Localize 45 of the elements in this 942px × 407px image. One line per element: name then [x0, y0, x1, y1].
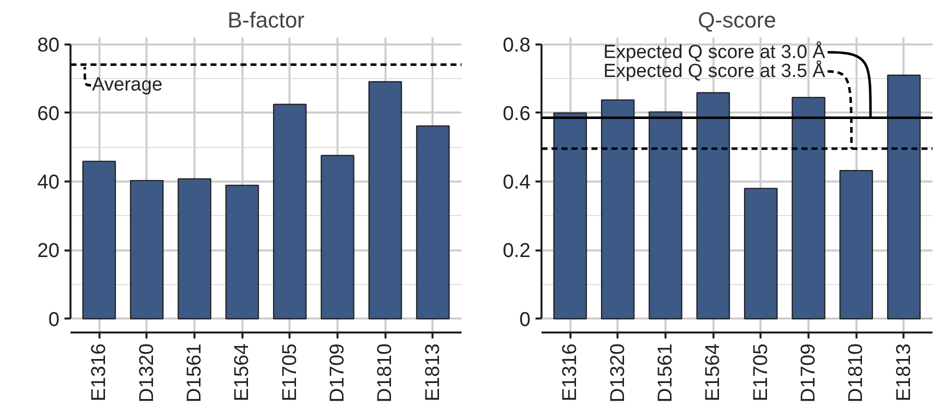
x-tick-label: E1813	[892, 343, 915, 402]
x-tick-label: E1316	[559, 343, 582, 402]
x-tick-label: E1564	[231, 343, 254, 402]
y-tick-label: 20	[37, 240, 60, 262]
x-tick-label: D1709	[798, 344, 820, 402]
x-tick-label: E1705	[750, 343, 772, 402]
bar	[887, 74, 921, 320]
y-tick-label: 60	[37, 102, 60, 125]
x-tick-label: D1810	[845, 344, 868, 402]
y-tick-label: 0.8	[502, 34, 531, 56]
x-tick-label: D1561	[183, 344, 206, 402]
y-tick-label: 0.6	[502, 102, 531, 125]
bar	[600, 99, 635, 320]
bar	[744, 188, 778, 320]
x-tick-label: E1705	[278, 343, 301, 402]
y-tick-label: 0.2	[502, 240, 531, 262]
bar	[416, 125, 450, 320]
x-tick-label: D1709	[326, 344, 349, 402]
x-tick-label: E1564	[702, 343, 724, 402]
legend-label: Average	[92, 74, 162, 96]
bar	[130, 180, 164, 320]
x-tick-label: D1561	[654, 344, 676, 402]
x-tick-label: E1813	[422, 343, 444, 402]
x-tick-label: E1316	[88, 343, 110, 402]
bar	[792, 96, 826, 320]
bar	[553, 112, 587, 320]
bar	[82, 160, 116, 320]
y-tick-label: 80	[37, 34, 60, 56]
x-tick-label: D1810	[374, 344, 396, 402]
chart-title: B-factor	[227, 8, 305, 32]
y-tick-label: 0	[48, 308, 60, 331]
x-tick-label: D1320	[136, 344, 158, 402]
x-tick-label: D1320	[606, 344, 629, 402]
bar	[648, 111, 682, 320]
bar	[696, 92, 730, 320]
bar	[320, 154, 354, 320]
bar	[368, 81, 402, 320]
bar	[178, 178, 212, 320]
bar	[839, 170, 874, 320]
bar	[273, 104, 307, 320]
y-tick-label: 0.4	[502, 172, 531, 194]
bar	[225, 184, 259, 320]
y-tick-label: 0	[519, 308, 530, 331]
y-tick-label: 40	[37, 172, 60, 194]
chart-title: Q-score	[698, 8, 776, 32]
